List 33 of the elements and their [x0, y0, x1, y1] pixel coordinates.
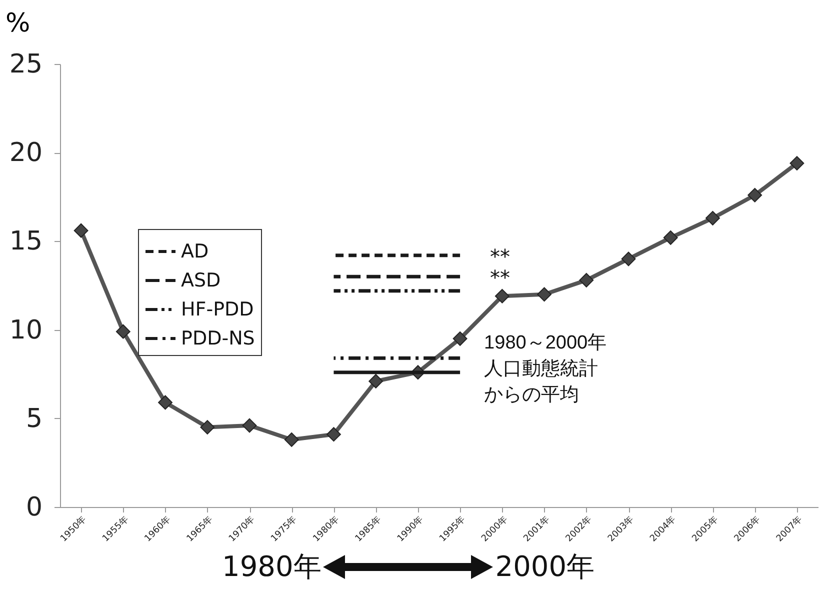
point [621, 252, 636, 266]
point [537, 287, 552, 302]
y-tick-label: 0 [26, 492, 42, 522]
legend-label: HF-PDD [181, 298, 254, 320]
point [242, 418, 257, 433]
text: 2000年 [495, 549, 595, 585]
y-tick-label: 20 [9, 138, 42, 168]
y-tick-label: 15 [9, 226, 42, 257]
point [284, 432, 299, 447]
annotation: ** [490, 244, 510, 268]
point [748, 188, 762, 202]
series-label: 1980～2000年人口動態統計からの平均 [484, 332, 607, 406]
legend-label: ASD [181, 270, 221, 292]
y-axis-title: % [6, 8, 30, 38]
point [663, 230, 678, 245]
point [579, 272, 594, 288]
annotation: ** [490, 266, 510, 290]
point [74, 223, 88, 238]
point [326, 427, 341, 442]
y-tick-label: 25 [9, 50, 42, 80]
legend-label: PDD-NS [181, 328, 255, 350]
y-tick-label: 5 [26, 404, 42, 434]
legend-label: AD [181, 240, 209, 262]
y-tick-label: 10 [9, 315, 42, 346]
point [368, 374, 384, 388]
point [790, 156, 804, 170]
point [116, 324, 130, 339]
point [706, 210, 720, 226]
point [200, 420, 215, 434]
point [494, 288, 510, 304]
point [158, 395, 172, 410]
text: 1980年 [222, 549, 322, 585]
point [452, 331, 468, 346]
